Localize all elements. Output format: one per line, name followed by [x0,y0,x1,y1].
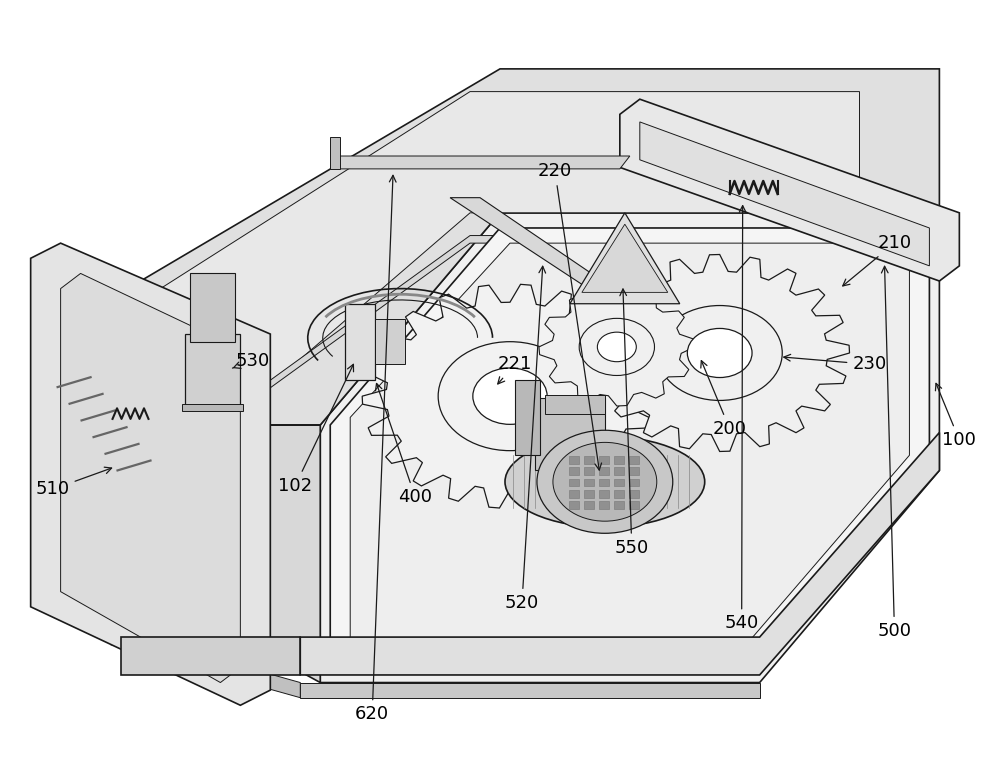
Polygon shape [570,213,680,304]
Circle shape [438,342,582,451]
Polygon shape [185,334,240,406]
Bar [614,479,624,487]
Circle shape [597,332,636,362]
Polygon shape [71,281,320,682]
Polygon shape [362,285,658,508]
Polygon shape [330,137,340,169]
Text: 510: 510 [36,468,112,499]
Text: 210: 210 [843,234,912,286]
Bar [599,479,609,487]
Polygon shape [545,395,605,414]
Text: 102: 102 [278,364,354,495]
Bar [584,502,594,509]
Text: 500: 500 [877,266,911,640]
Polygon shape [300,433,939,675]
Polygon shape [141,69,939,425]
Polygon shape [31,243,270,705]
Circle shape [579,318,654,376]
Text: 550: 550 [615,289,649,556]
Bar [614,502,624,509]
Circle shape [687,329,752,377]
Polygon shape [345,304,375,380]
Text: 400: 400 [376,383,432,506]
Bar [599,502,609,509]
Bar [629,490,639,498]
Bar [569,502,579,509]
Bar [569,468,579,475]
Bar [584,479,594,487]
Ellipse shape [505,436,705,528]
Text: 221: 221 [498,355,532,384]
Circle shape [473,368,547,424]
Polygon shape [375,319,405,364]
Polygon shape [330,228,929,667]
Polygon shape [620,99,959,281]
Bar [569,479,579,487]
Polygon shape [590,254,850,452]
Bar [599,468,609,475]
Polygon shape [320,213,939,682]
Bar [584,490,594,498]
Polygon shape [350,243,909,652]
Circle shape [537,430,673,534]
Polygon shape [539,288,695,406]
Text: 100: 100 [935,383,976,449]
Polygon shape [121,637,300,675]
Bar [599,490,609,498]
Bar [629,502,639,509]
Text: 620: 620 [355,175,396,723]
Polygon shape [535,398,605,471]
Polygon shape [160,92,860,402]
Circle shape [553,442,657,521]
Bar [599,456,609,464]
Polygon shape [330,156,630,169]
Polygon shape [515,380,540,455]
Bar [614,490,624,498]
Bar [569,490,579,498]
Bar [629,479,639,487]
Polygon shape [111,629,300,698]
Polygon shape [640,122,929,266]
Text: 520: 520 [505,266,546,612]
Polygon shape [250,235,860,402]
Polygon shape [450,197,625,296]
Polygon shape [190,273,235,342]
Bar [584,456,594,464]
Bar [629,468,639,475]
Bar [614,456,624,464]
Polygon shape [582,224,668,292]
Text: 220: 220 [538,162,602,470]
Text: 230: 230 [784,354,887,373]
Bar [629,456,639,464]
Circle shape [657,306,782,401]
Text: 530: 530 [232,351,269,370]
Polygon shape [300,682,760,698]
Bar [569,456,579,464]
Bar [584,468,594,475]
Text: 200: 200 [701,361,747,438]
Polygon shape [182,404,243,411]
Polygon shape [61,273,240,682]
Text: 540: 540 [725,206,759,632]
Bar [614,468,624,475]
